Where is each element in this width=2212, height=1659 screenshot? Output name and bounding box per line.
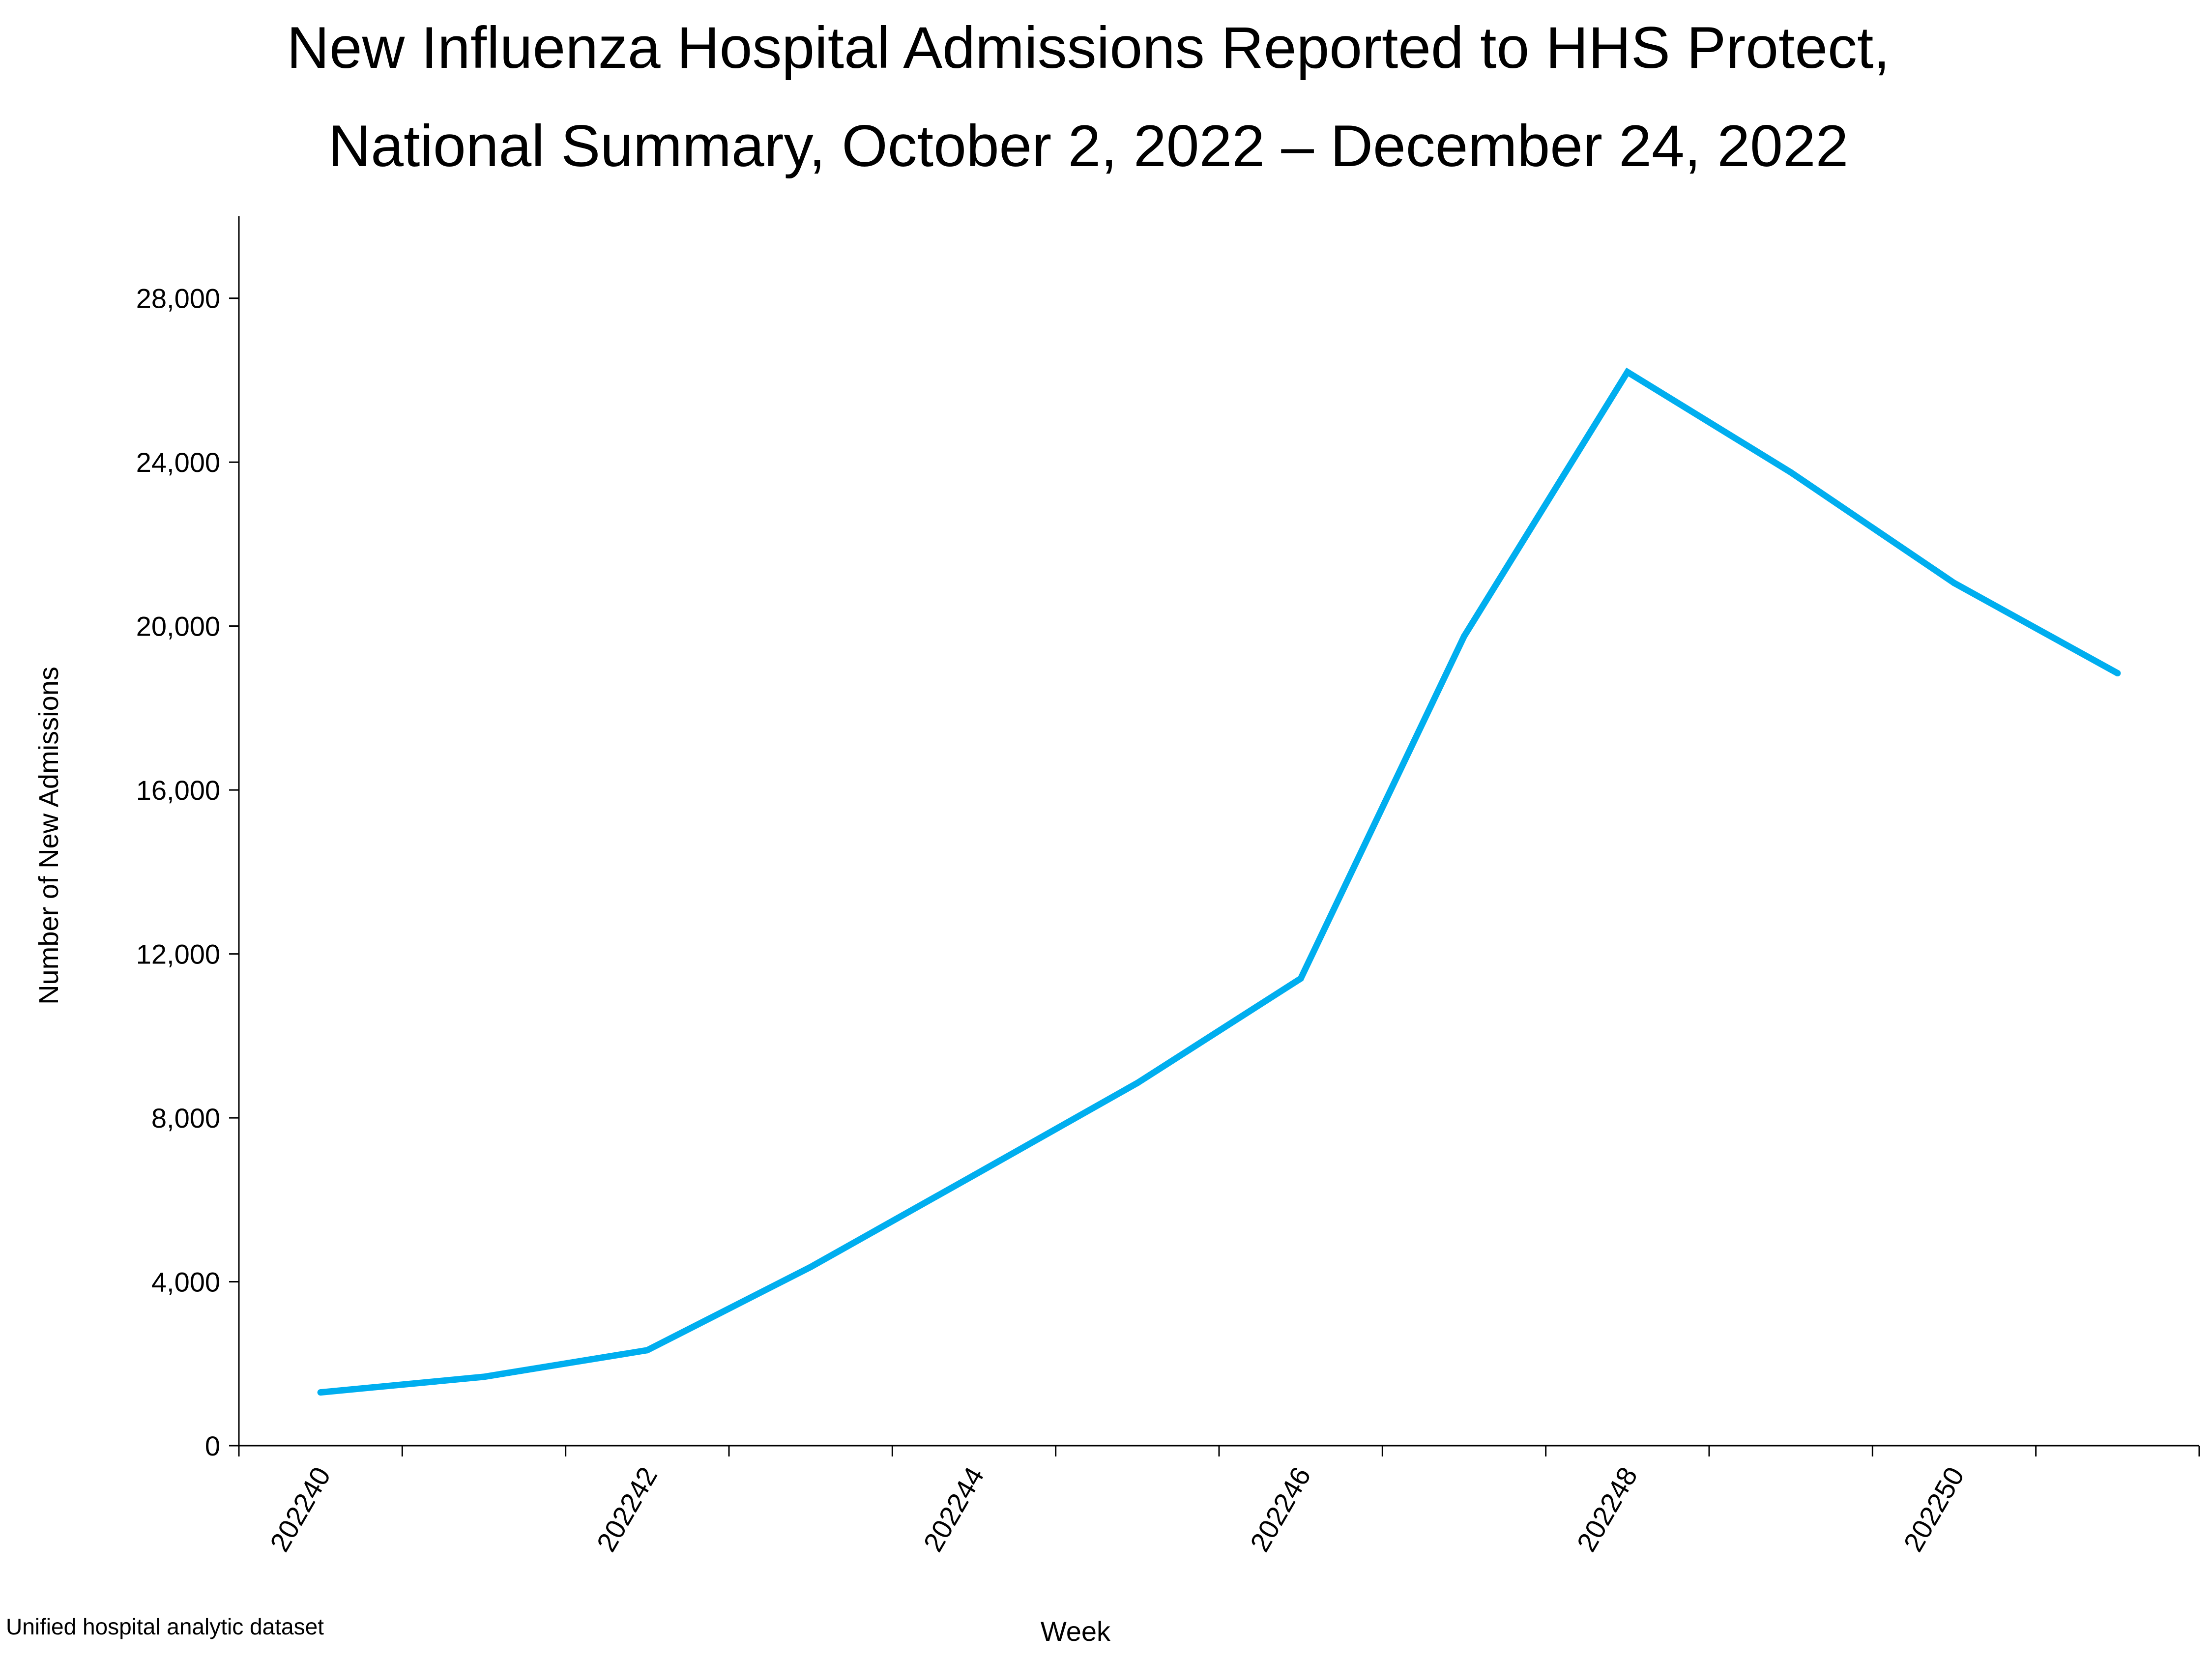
data-point bbox=[2114, 670, 2121, 677]
data-point bbox=[1461, 633, 1467, 640]
x-tick-label: 202248 bbox=[1571, 1462, 1643, 1557]
x-axis-title: Week bbox=[1041, 1616, 1111, 1647]
series-layer bbox=[317, 367, 2121, 1396]
x-tick-label: 202244 bbox=[917, 1462, 990, 1557]
y-tick-label: 8,000 bbox=[151, 1103, 220, 1134]
y-tick-label: 0 bbox=[205, 1430, 220, 1461]
y-tick-label: 16,000 bbox=[136, 775, 220, 806]
y-tick-label: 4,000 bbox=[151, 1267, 220, 1298]
data-point bbox=[807, 1264, 814, 1271]
y-axis: 0 4,000 8,000 12,000 16,000 20,000 24,000 28,00… bbox=[136, 216, 240, 1461]
x-tick-label: 202250 bbox=[1897, 1462, 1970, 1557]
data-point bbox=[1624, 369, 1631, 376]
y-tick-label: 24,000 bbox=[136, 447, 220, 478]
data-point bbox=[1134, 1079, 1141, 1086]
y-tick-label: 20,000 bbox=[136, 611, 220, 642]
x-axis: 202240 202242 202244 202246 202248 202250 bbox=[238, 1445, 2200, 1557]
chart-title-line-2: National Summary, October 2, 2022 – Dece… bbox=[328, 113, 1849, 179]
y-tick-label: 28,000 bbox=[136, 283, 220, 314]
x-tick-label: 202240 bbox=[264, 1462, 337, 1557]
source-note: Unified hospital analytic dataset bbox=[6, 1614, 324, 1639]
x-tick-label: 202246 bbox=[1244, 1462, 1317, 1557]
data-point bbox=[644, 1347, 651, 1354]
x-tick-label: 202242 bbox=[590, 1462, 663, 1557]
y-tick-label: 12,000 bbox=[136, 939, 220, 970]
data-point bbox=[1297, 975, 1304, 982]
series-line bbox=[317, 367, 2121, 1396]
data-point bbox=[317, 1389, 324, 1396]
chart-title-line-1: New Influenza Hospital Admissions Report… bbox=[287, 15, 1890, 81]
data-point bbox=[971, 1172, 977, 1179]
data-point bbox=[1951, 580, 1957, 586]
data-point bbox=[1787, 469, 1794, 476]
y-axis-title: Number of New Admissions bbox=[33, 667, 64, 1005]
data-point bbox=[481, 1373, 487, 1380]
